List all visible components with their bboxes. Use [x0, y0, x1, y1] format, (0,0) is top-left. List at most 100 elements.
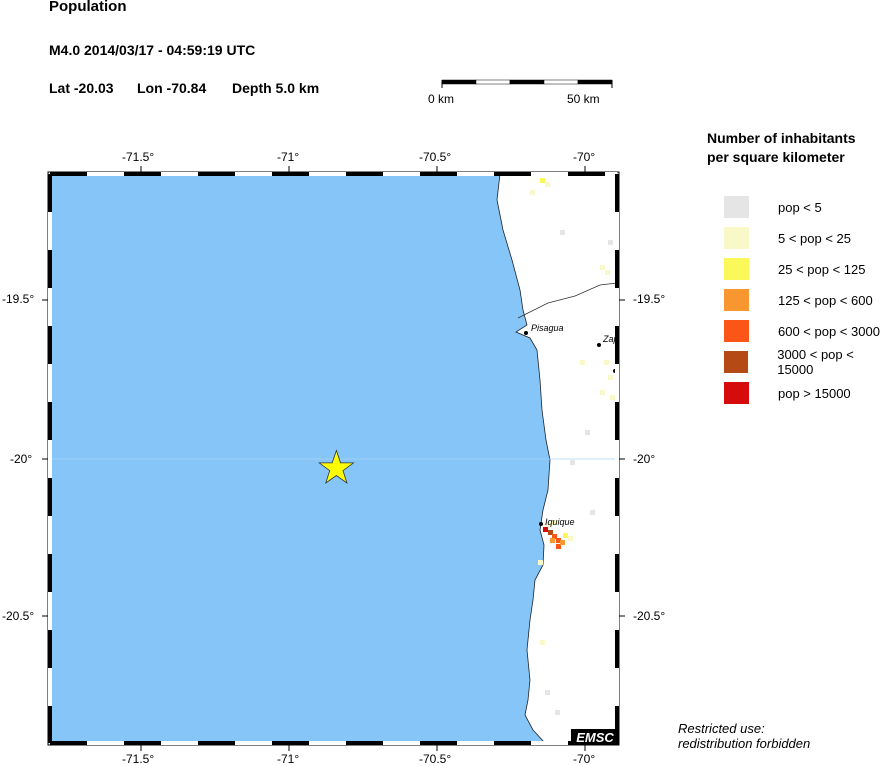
population-cell [610, 395, 615, 400]
legend-swatch [724, 351, 749, 373]
frame-segment [615, 630, 619, 668]
lat-tick-right: -19.5° [633, 292, 666, 306]
legend-item: pop < 5 [724, 196, 822, 218]
frame-segment [346, 172, 383, 176]
lon-tick-top: -71.5° [122, 150, 155, 164]
frame-segment [605, 172, 617, 176]
frame-segment [48, 478, 52, 516]
legend-item: 3000 < pop < 15000 [724, 347, 890, 377]
population-cell [552, 534, 557, 539]
population-cell [605, 270, 610, 275]
frame-segment [272, 741, 309, 745]
page-title: Population [49, 0, 127, 15]
frame-segment [272, 172, 309, 176]
population-cell [540, 640, 545, 645]
frame-segment [420, 172, 457, 176]
legend-title-line1: Number of inhabitants [707, 130, 856, 146]
population-cell [604, 360, 609, 365]
restriction-line1: Restricted use: [678, 721, 765, 736]
population-cell [585, 430, 590, 435]
scale-segment [543, 79, 579, 85]
population-cells [530, 178, 615, 715]
city-iquique: Iquique [539, 517, 575, 527]
legend-swatch [724, 320, 749, 342]
frame-segment [50, 741, 87, 745]
frame-segment [615, 592, 619, 630]
population-cell [552, 520, 557, 525]
frame-segment [48, 516, 52, 554]
population-cell [570, 460, 575, 465]
emsc-logo: EMSC [571, 729, 619, 745]
lon-tick-bottom: -70° [573, 752, 596, 766]
population-cell [540, 178, 545, 183]
population-cell [538, 560, 543, 565]
frame-segment [48, 668, 52, 706]
frame-segment [615, 212, 619, 250]
legend-swatch [724, 289, 749, 311]
legend-label: 125 < pop < 600 [778, 292, 873, 308]
frame-segment [48, 212, 52, 250]
legend-swatch [724, 258, 749, 280]
population-cell [545, 182, 550, 187]
population-cell [600, 390, 605, 395]
legend-swatch [724, 382, 749, 404]
population-cell [545, 690, 550, 695]
legend-title-line2: per square kilometer [707, 149, 845, 165]
population-cell [550, 538, 555, 543]
restriction-note: Restricted use: redistribution forbidden [678, 721, 810, 751]
frame-segment [48, 706, 52, 743]
frame-segment [494, 172, 531, 176]
lon-tick-top: -70.5° [419, 150, 452, 164]
legend-label: 3000 < pop < 15000 [777, 347, 854, 377]
frame-segment [615, 668, 619, 706]
frame-segment [124, 741, 161, 745]
population-cell [556, 544, 561, 549]
frame-segment [50, 172, 87, 176]
frame-segment [48, 288, 52, 326]
frame-segment [198, 172, 235, 176]
lat-value: Lat -20.03 [49, 80, 114, 96]
svg-text:Zap: Zap [602, 334, 619, 344]
frame-segment [383, 741, 420, 745]
frame-segment [615, 516, 619, 554]
frame-segment [615, 478, 619, 516]
frame-segment [615, 288, 619, 326]
frame-segment [457, 741, 494, 745]
scale-segment [475, 79, 511, 85]
frame-segment [615, 402, 619, 440]
frame-segment [420, 741, 457, 745]
frame-segment [494, 741, 531, 745]
frame-segment [309, 172, 346, 176]
svg-text:Iquique: Iquique [545, 517, 575, 527]
frame-segment [615, 706, 619, 743]
frame-segment [48, 440, 52, 478]
lat-tick-right: -20.5° [633, 609, 666, 623]
frame-segment [615, 250, 619, 288]
legend-label: 600 < pop < 3000 [778, 323, 880, 339]
frame-segment [48, 402, 52, 440]
frame-segment [124, 172, 161, 176]
legend-swatch [724, 227, 749, 249]
legend-label: pop > 15000 [778, 385, 851, 401]
frame-segment [87, 741, 124, 745]
population-cell [548, 530, 553, 535]
depth-value: Depth 5.0 km [232, 80, 320, 96]
frame-segment [198, 741, 235, 745]
population-cell [560, 540, 565, 545]
population-cell [546, 522, 551, 527]
frame-segment [235, 172, 272, 176]
city-pisagua: Pisagua [524, 323, 564, 335]
lat-tick-left: -20.5° [2, 609, 35, 623]
land [496, 173, 618, 744]
lon-tick-top: -70° [573, 150, 596, 164]
population-cell [608, 375, 613, 380]
legend-item: 25 < pop < 125 [724, 258, 865, 280]
lon-tick-top: -71° [277, 150, 300, 164]
frame-segment [235, 741, 272, 745]
frame-segment [346, 741, 383, 745]
scale-end-label: 50 km [567, 92, 600, 106]
scale-bar [441, 79, 613, 88]
legend-swatch [724, 196, 749, 218]
frame-segment [531, 741, 568, 745]
